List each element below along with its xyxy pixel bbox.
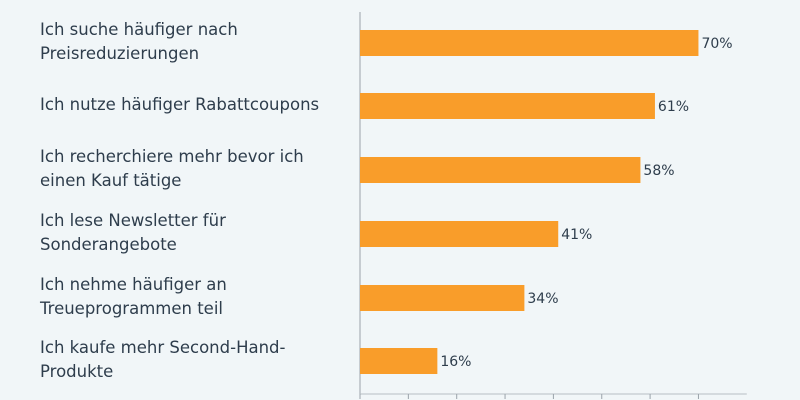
- category-label-line: Produkte: [40, 362, 114, 381]
- category-label-line: Ich suche häufiger nach: [40, 20, 238, 39]
- bar-4: [360, 221, 559, 247]
- category-label-line: Preisreduzierungen: [40, 44, 200, 63]
- category-label-5: Ich nehme häufiger an Treueprogrammen tei…: [40, 273, 350, 321]
- category-label-3: Ich recherchiere mehr bevor ich einen Kau…: [40, 145, 350, 193]
- data-label-3: 58%: [643, 163, 674, 179]
- category-label-line: Ich recherchiere mehr bevor ich: [40, 147, 304, 166]
- category-label-line: Ich nutze häufiger Rabattcoupons: [40, 95, 320, 114]
- category-label-6: Ich kaufe mehr Second-Hand- Produkte: [40, 336, 350, 384]
- bar-1: [360, 30, 699, 56]
- category-label-4: Ich lese Newsletter für Sonderangebote: [40, 209, 350, 257]
- data-label-4: 41%: [561, 227, 592, 243]
- bar-2: [360, 93, 655, 119]
- category-label-2: Ich nutze häufiger Rabattcoupons: [40, 93, 350, 117]
- bar-6: [360, 348, 438, 374]
- category-label-line: Ich lese Newsletter für: [40, 211, 226, 230]
- data-label-1: 70%: [701, 36, 732, 52]
- data-label-6: 16%: [440, 354, 471, 370]
- category-label-line: einen Kauf tätige: [40, 171, 182, 190]
- data-label-2: 61%: [658, 99, 689, 115]
- bar-3: [360, 157, 641, 183]
- category-label-1: Ich suche häufiger nach Preisreduzierunge…: [40, 18, 350, 66]
- bar-5: [360, 285, 525, 311]
- category-label-line: Sonderangebote: [40, 235, 177, 254]
- category-label-line: Treueprogrammen teil: [40, 299, 223, 318]
- category-label-line: Ich kaufe mehr Second-Hand-: [40, 338, 286, 357]
- category-label-line: Ich nehme häufiger an: [40, 275, 227, 294]
- data-label-5: 34%: [527, 291, 558, 307]
